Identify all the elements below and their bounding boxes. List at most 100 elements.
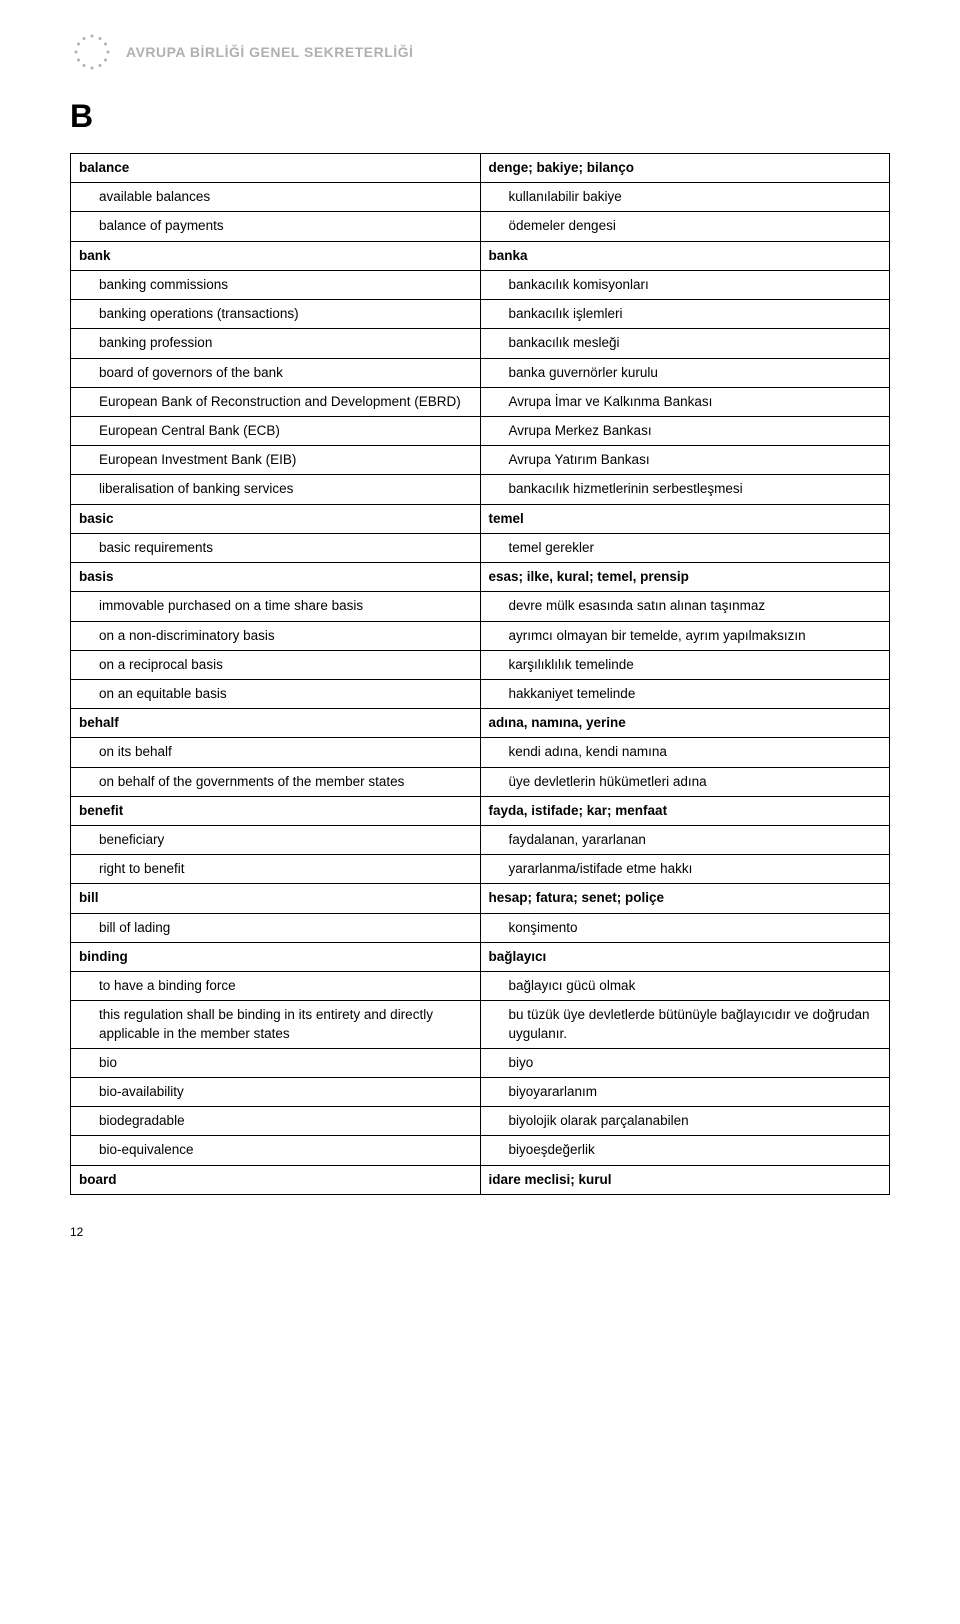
term-tr: üye devletlerin hükümetleri adına [480,767,890,796]
table-row: billhesap; fatura; senet; poliçe [71,884,890,913]
table-row: banking professionbankacılık mesleği [71,329,890,358]
term-en: on a reciprocal basis [71,650,481,679]
term-tr: idare meclisi; kurul [480,1165,890,1194]
term-en: European Bank of Reconstruction and Deve… [71,387,481,416]
term-en: banking operations (transactions) [71,300,481,329]
term-tr: bağlayıcı [480,942,890,971]
term-en: immovable purchased on a time share basi… [71,592,481,621]
term-tr: bankacılık işlemleri [480,300,890,329]
page-number: 12 [70,1225,890,1239]
term-tr: banka [480,241,890,270]
section-letter: B [70,98,890,135]
term-en: bill of lading [71,913,481,942]
term-tr: biyolojik olarak parçalanabilen [480,1107,890,1136]
term-tr: bankacılık mesleği [480,329,890,358]
term-tr: Avrupa İmar ve Kalkınma Bankası [480,387,890,416]
term-en: binding [71,942,481,971]
term-tr: ödemeler dengesi [480,212,890,241]
term-en: this regulation shall be binding in its … [71,1001,481,1048]
term-en: biodegradable [71,1107,481,1136]
table-row: bio-equivalencebiyoeşdeğerlik [71,1136,890,1165]
table-row: basictemel [71,504,890,533]
term-tr: ayrımcı olmayan bir temelde, ayrım yapıl… [480,621,890,650]
table-row: bio-availabilitybiyoyararlanım [71,1078,890,1107]
term-en: European Central Bank (ECB) [71,416,481,445]
page-header: AVRUPA BİRLİĞİ GENEL SEKRETERLİĞİ [70,30,890,74]
term-en: bio [71,1048,481,1077]
table-row: biodegradablebiyolojik olarak parçalanab… [71,1107,890,1136]
term-tr: denge; bakiye; bilanço [480,154,890,183]
table-row: on behalf of the governments of the memb… [71,767,890,796]
term-tr: temel gerekler [480,533,890,562]
term-en: on an equitable basis [71,679,481,708]
table-row: to have a binding forcebağlayıcı gücü ol… [71,972,890,1001]
term-tr: bankacılık komisyonları [480,270,890,299]
term-en: on its behalf [71,738,481,767]
term-en: basis [71,563,481,592]
table-row: behalfadına, namına, yerine [71,709,890,738]
table-row: on a reciprocal basiskarşılıklılık temel… [71,650,890,679]
term-tr: hesap; fatura; senet; poliçe [480,884,890,913]
term-tr: bağlayıcı gücü olmak [480,972,890,1001]
term-tr: temel [480,504,890,533]
term-tr: Avrupa Merkez Bankası [480,416,890,445]
term-tr: kendi adına, kendi namına [480,738,890,767]
term-en: bio-equivalence [71,1136,481,1165]
term-tr: faydalanan, yararlanan [480,826,890,855]
table-row: liberalisation of banking servicesbankac… [71,475,890,504]
table-row: on an equitable basishakkaniyet temelind… [71,679,890,708]
table-row: benefitfayda, istifade; kar; menfaat [71,796,890,825]
term-tr: fayda, istifade; kar; menfaat [480,796,890,825]
term-en: balance of payments [71,212,481,241]
table-row: bindingbağlayıcı [71,942,890,971]
term-tr: adına, namına, yerine [480,709,890,738]
term-tr: bankacılık hizmetlerinin serbestleşmesi [480,475,890,504]
term-tr: biyoeşdeğerlik [480,1136,890,1165]
term-tr: karşılıklılık temelinde [480,650,890,679]
term-tr: Avrupa Yatırım Bankası [480,446,890,475]
table-row: balancedenge; bakiye; bilanço [71,154,890,183]
term-en: banking profession [71,329,481,358]
table-row: European Bank of Reconstruction and Deve… [71,387,890,416]
term-en: to have a binding force [71,972,481,1001]
term-en: available balances [71,183,481,212]
term-en: bill [71,884,481,913]
term-tr: bu tüzük üye devletlerde bütünüyle bağla… [480,1001,890,1048]
term-en: benefit [71,796,481,825]
term-tr: biyoyararlanım [480,1078,890,1107]
table-row: banking commissionsbankacılık komisyonla… [71,270,890,299]
term-tr: konşimento [480,913,890,942]
term-en: basic [71,504,481,533]
term-tr: biyo [480,1048,890,1077]
term-tr: hakkaniyet temelinde [480,679,890,708]
table-row: banking operations (transactions)bankacı… [71,300,890,329]
table-row: on a non-discriminatory basisayrımcı olm… [71,621,890,650]
term-en: basic requirements [71,533,481,562]
table-row: bill of ladingkonşimento [71,913,890,942]
term-en: beneficiary [71,826,481,855]
table-row: basic requirementstemel gerekler [71,533,890,562]
term-tr: devre mülk esasında satın alınan taşınma… [480,592,890,621]
org-name: AVRUPA BİRLİĞİ GENEL SEKRETERLİĞİ [126,44,413,60]
term-en: board [71,1165,481,1194]
table-row: this regulation shall be binding in its … [71,1001,890,1048]
table-row: balance of paymentsödemeler dengesi [71,212,890,241]
table-row: biobiyo [71,1048,890,1077]
term-en: banking commissions [71,270,481,299]
table-row: beneficiaryfaydalanan, yararlanan [71,826,890,855]
table-row: board of governors of the bankbanka guve… [71,358,890,387]
eu-stars-icon [70,30,114,74]
table-row: right to benefityararlanma/istifade etme… [71,855,890,884]
table-row: available balanceskullanılabilir bakiye [71,183,890,212]
term-en: bio-availability [71,1078,481,1107]
term-en: on behalf of the governments of the memb… [71,767,481,796]
term-en: board of governors of the bank [71,358,481,387]
table-row: immovable purchased on a time share basi… [71,592,890,621]
table-row: bankbanka [71,241,890,270]
glossary-table: balancedenge; bakiye; bilançoavailable b… [70,153,890,1195]
table-row: European Investment Bank (EIB)Avrupa Yat… [71,446,890,475]
table-row: basisesas; ilke, kural; temel, prensip [71,563,890,592]
term-en: behalf [71,709,481,738]
term-tr: kullanılabilir bakiye [480,183,890,212]
term-tr: banka guvernörler kurulu [480,358,890,387]
